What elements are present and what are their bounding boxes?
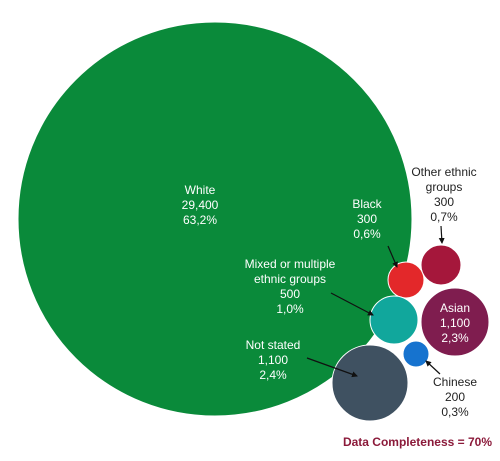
label-chinese: Chinese 200 0,3%	[433, 375, 477, 419]
bubble-chinese	[402, 340, 430, 368]
bubble-black	[387, 261, 425, 299]
leader-line-other-ethnic-groups	[438, 225, 445, 244]
label-mixed-or-multiple-ethnic-groups: Mixed or multiple ethnic groups 500 1,0%	[245, 257, 336, 316]
data-completeness-note: Data Completeness = 70%	[343, 435, 492, 449]
bubble-mixed-or-multiple-ethnic-groups	[369, 295, 419, 345]
label-other-ethnic-groups: Other ethnic groups 300 0,7%	[411, 165, 476, 224]
leader-line-mixed-or-multiple-ethnic-groups	[330, 292, 374, 316]
bubble-asian	[420, 287, 490, 357]
label-asian: Asian 1,100 2,3%	[440, 301, 470, 345]
leader-line-black	[387, 245, 398, 268]
bubble-white	[17, 21, 413, 417]
bubble-not-stated	[331, 344, 409, 422]
label-not-stated: Not stated 1,100 2,4%	[246, 338, 301, 382]
label-white: White 29,400 63,2%	[182, 183, 219, 227]
label-black: Black 300 0,6%	[352, 197, 382, 241]
leader-line-not-stated	[306, 357, 358, 378]
bubble-other-ethnic-groups	[420, 244, 462, 286]
leader-line-chinese	[425, 360, 441, 375]
